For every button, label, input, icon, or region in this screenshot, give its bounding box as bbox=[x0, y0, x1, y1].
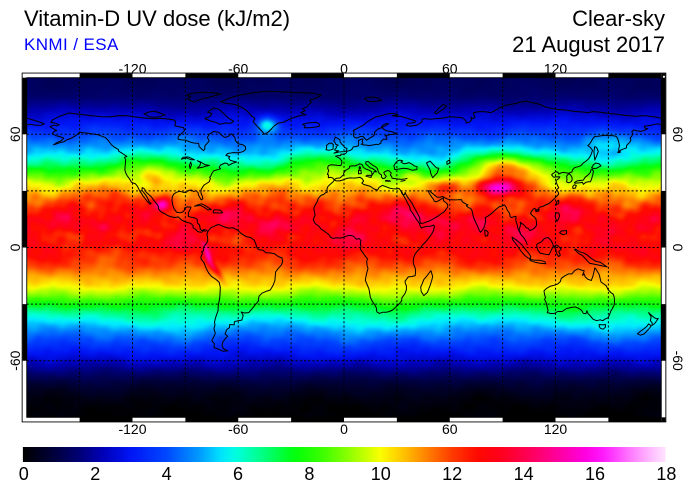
svg-text:21 August 2017: 21 August 2017 bbox=[512, 32, 665, 57]
svg-text:0: 0 bbox=[340, 421, 348, 437]
svg-text:60: 60 bbox=[442, 61, 458, 77]
svg-text:-60: -60 bbox=[228, 421, 248, 437]
svg-text:18: 18 bbox=[656, 464, 676, 484]
svg-text:4: 4 bbox=[162, 464, 172, 484]
svg-text:Clear-sky: Clear-sky bbox=[572, 6, 665, 31]
svg-text:2: 2 bbox=[90, 464, 100, 484]
svg-text:0: 0 bbox=[7, 243, 23, 251]
svg-text:-60: -60 bbox=[7, 350, 23, 370]
svg-text:-60: -60 bbox=[670, 351, 686, 371]
svg-text:16: 16 bbox=[585, 464, 605, 484]
svg-text:-120: -120 bbox=[118, 61, 146, 77]
svg-text:60: 60 bbox=[670, 127, 686, 143]
svg-text:12: 12 bbox=[442, 464, 462, 484]
svg-text:Vitamin-D UV dose (kJ/m2): Vitamin-D UV dose (kJ/m2) bbox=[24, 6, 290, 31]
svg-text:6: 6 bbox=[233, 464, 243, 484]
svg-text:-60: -60 bbox=[228, 61, 248, 77]
svg-text:10: 10 bbox=[371, 464, 391, 484]
svg-text:KNMI / ESA: KNMI / ESA bbox=[24, 35, 119, 54]
svg-text:120: 120 bbox=[544, 61, 568, 77]
svg-text:120: 120 bbox=[544, 421, 568, 437]
svg-text:0: 0 bbox=[340, 61, 348, 77]
svg-text:0: 0 bbox=[19, 464, 29, 484]
svg-text:60: 60 bbox=[442, 421, 458, 437]
svg-text:14: 14 bbox=[514, 464, 534, 484]
svg-text:0: 0 bbox=[670, 244, 686, 252]
svg-text:8: 8 bbox=[304, 464, 314, 484]
svg-text:-120: -120 bbox=[118, 421, 146, 437]
svg-text:60: 60 bbox=[7, 126, 23, 142]
